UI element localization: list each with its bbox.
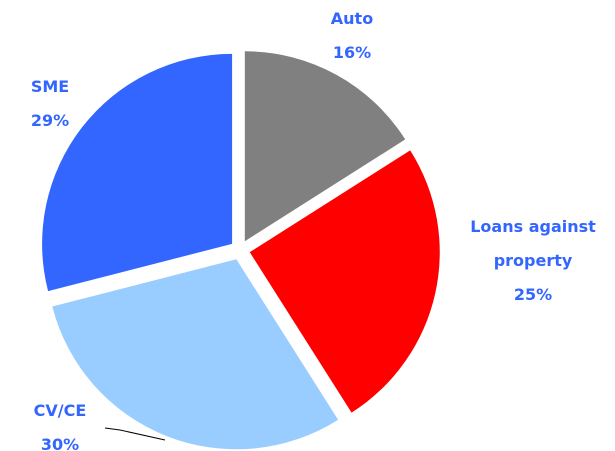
slice-label: Loans against property 25% <box>448 210 615 312</box>
category-name: CV/CE <box>33 401 87 420</box>
category-name: Auto <box>330 9 374 28</box>
value-label: 16% <box>332 43 372 62</box>
category-name: Loans against property <box>470 217 596 270</box>
pie-slice <box>244 51 406 242</box>
value-label: 30% <box>40 435 80 451</box>
slice-label: Auto 16% <box>267 2 437 70</box>
value-label: 29% <box>30 111 70 130</box>
slice-label: CV/CE 30% <box>0 394 145 451</box>
category-name: SME <box>30 77 70 96</box>
pie-slice <box>249 150 440 413</box>
slice-label: SME 29% <box>0 70 135 138</box>
value-label: 25% <box>513 285 553 304</box>
pie-slice <box>42 53 233 292</box>
leader-line <box>104 427 166 441</box>
pie-slice <box>52 259 339 450</box>
